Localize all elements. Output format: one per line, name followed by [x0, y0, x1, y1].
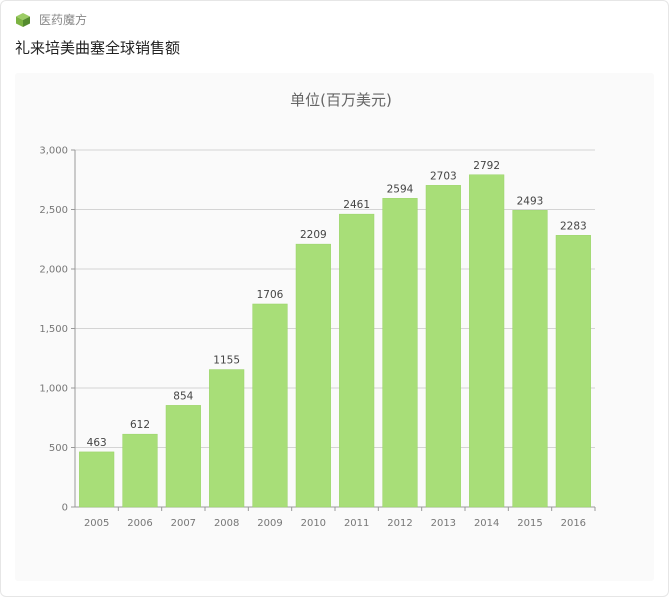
y-tick-label: 1,500	[39, 324, 68, 335]
data-label: 2493	[517, 195, 544, 207]
data-label: 2209	[300, 229, 327, 241]
x-tick-label: 2016	[561, 518, 586, 529]
source-name[interactable]: 医药魔方	[39, 13, 88, 27]
x-tick-label: 2011	[344, 518, 369, 529]
data-label: 1706	[257, 289, 284, 301]
x-tick-label: 2006	[127, 518, 152, 529]
bar-chart: 单位(百万美元) 0 500 1,000 1,500 2,000 2,500 3,000 46…	[39, 91, 596, 530]
chart-title: 单位(百万美元)	[290, 91, 392, 109]
x-tick-label: 2008	[214, 518, 239, 529]
bar	[122, 433, 158, 508]
x-tick-label: 2015	[517, 518, 542, 529]
data-label: 854	[173, 390, 193, 402]
y-tick-label: 1,000	[39, 384, 68, 395]
bar	[512, 210, 548, 508]
x-tick-label: 2005	[84, 518, 109, 529]
y-tick-label: 3,000	[39, 146, 68, 157]
y-tick-label: 0	[62, 503, 68, 514]
y-tick-label: 2,500	[39, 205, 68, 216]
post-title: 礼来培美曲塞全球销售额	[15, 39, 181, 57]
data-label: 1155	[213, 355, 240, 367]
bar	[339, 213, 375, 508]
cube-icon	[16, 13, 30, 27]
bar	[382, 198, 418, 508]
axes	[71, 149, 596, 511]
bar	[425, 185, 461, 508]
data-label: 2283	[560, 220, 587, 232]
bar	[555, 235, 591, 508]
data-label: 2461	[343, 199, 370, 211]
source-header: 医药魔方	[15, 11, 87, 29]
grid-lines	[75, 149, 595, 448]
bar	[469, 174, 505, 508]
data-label: 463	[87, 437, 107, 449]
x-tick-label: 2007	[171, 518, 196, 529]
bar	[252, 303, 288, 508]
labels: 0 500 1,000 1,500 2,000 2,500 3,000 463 2005 612 2…	[39, 146, 586, 530]
data-label: 2703	[430, 170, 457, 182]
data-label: 2792	[473, 160, 500, 172]
x-tick-label: 2013	[431, 518, 456, 529]
x-tick-label: 2009	[257, 518, 282, 529]
chart-panel: 单位(百万美元) 0 500 1,000 1,500 2,000 2,500 3,000 46…	[15, 73, 654, 581]
bars	[79, 174, 591, 508]
x-tick-label: 2012	[387, 518, 412, 529]
y-tick-label: 500	[49, 443, 68, 454]
y-tick-label: 2,000	[39, 265, 68, 276]
bar	[295, 243, 331, 508]
data-label: 612	[130, 419, 150, 431]
bar	[209, 369, 245, 508]
x-tick-label: 2014	[474, 518, 499, 529]
data-label: 2594	[387, 183, 414, 195]
bar	[165, 405, 201, 508]
x-tick-label: 2010	[301, 518, 326, 529]
bar	[79, 451, 115, 508]
